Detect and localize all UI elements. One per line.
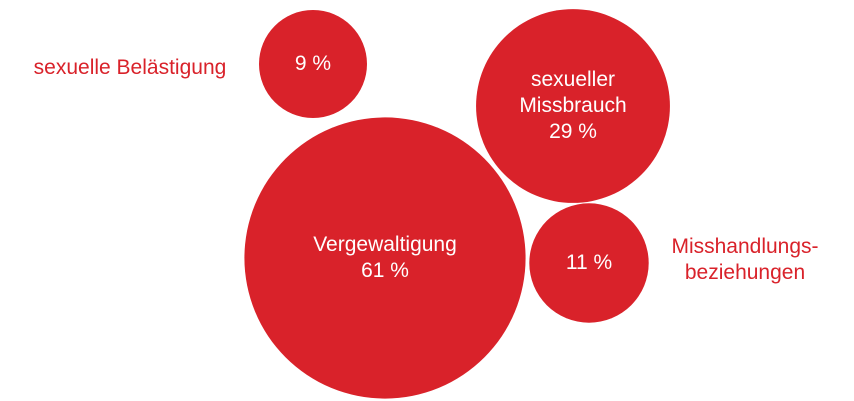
bubble xyxy=(476,9,670,203)
bubble-label: 11 % xyxy=(514,250,664,276)
category-label-outside: sexuelle Belästigung xyxy=(10,55,250,81)
bubble-label: sexueller Missbrauch 29 % xyxy=(508,67,638,145)
value-label: 29 % xyxy=(549,120,597,143)
value-label: 9 % xyxy=(294,52,332,75)
bubble-label: 9 % xyxy=(193,51,433,77)
category-label: sexueller Missbrauch xyxy=(519,68,627,117)
category-label: Vergewaltigung xyxy=(313,233,457,256)
bubble xyxy=(259,10,367,118)
category-label-outside: Misshandlungs-beziehungen xyxy=(670,234,820,286)
value-label: 11 % xyxy=(565,251,613,274)
bubble-label: Vergewaltigung 61 % xyxy=(275,232,495,284)
bubble xyxy=(244,117,526,399)
category-label: sexuelle Belästigung xyxy=(33,56,227,79)
value-label: 61 % xyxy=(361,259,409,282)
bubble xyxy=(529,203,649,323)
category-label: Misshandlungs-beziehungen xyxy=(671,235,819,284)
